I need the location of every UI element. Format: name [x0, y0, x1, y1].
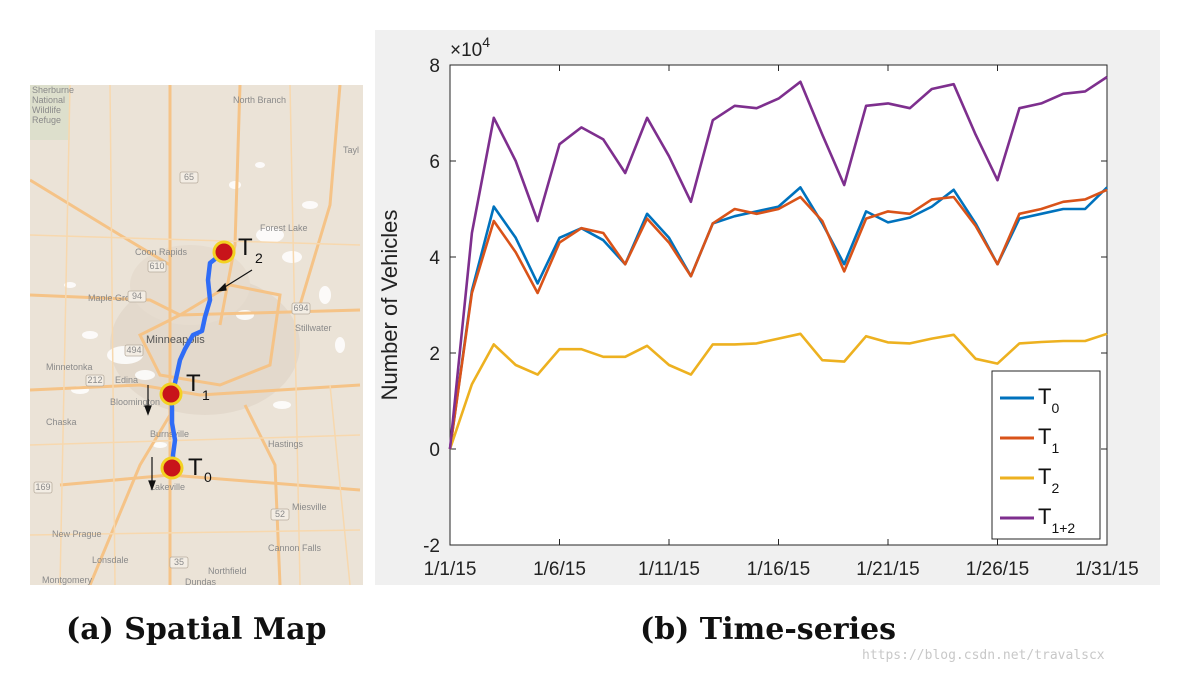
- svg-text:212: 212: [87, 375, 102, 385]
- map-label-national: National: [32, 95, 65, 105]
- x-axis-ticks: 1/1/15 1/6/15 1/11/15 1/16/15 1/21/15 1/26/15…: [424, 65, 1139, 580]
- map-label-refuge: Refuge: [32, 115, 61, 125]
- series-line-t2: [448, 332, 1108, 450]
- minor-roads: [30, 85, 361, 585]
- svg-text:94: 94: [132, 291, 142, 301]
- caption-spatial-map: (a) Spatial Map: [66, 612, 327, 647]
- marker-t0-sub: 0: [204, 469, 212, 485]
- refuge-area: [30, 85, 70, 140]
- map-label-northfield: Northfield: [208, 566, 247, 576]
- marker-t0-main: T: [188, 454, 203, 481]
- road-shield-52: 52: [270, 508, 290, 521]
- route-path: [168, 251, 225, 470]
- map-label-lakeville: Lakeville: [150, 482, 185, 492]
- road-shield-610: 610: [147, 260, 167, 273]
- x-tick-label: 1/11/15: [638, 559, 700, 580]
- road-shield-65: 65: [179, 171, 199, 184]
- map-label-edina: Edina: [115, 375, 138, 385]
- road-shield-94: 94: [127, 290, 147, 303]
- spatial-map: Sherburne National Wildlife Refuge North Bra…: [30, 85, 363, 585]
- map-label-montgomery: Montgomery: [42, 575, 93, 585]
- watermark-url: https://blog.csdn.net/travalscx: [862, 648, 1105, 663]
- legend-entry-t2: T2: [1000, 464, 1059, 496]
- road-shield-169: 169: [33, 481, 53, 494]
- y-tick-label: 2: [429, 344, 440, 365]
- y-tick-label: 8: [429, 56, 440, 77]
- x-tick-label: 1/16/15: [747, 559, 810, 580]
- legend-entry-t1plus2: T1+2: [1000, 504, 1075, 536]
- marker-t1-main: T: [186, 370, 201, 397]
- y-multiplier-exp: 4: [482, 34, 490, 50]
- map-label-miesville: Miesville: [292, 502, 327, 512]
- map-label-chaska: Chaska: [46, 417, 77, 427]
- y-tick-label: 0: [429, 440, 440, 461]
- map-label-tayl: Tayl: [343, 145, 359, 155]
- svg-text:694: 694: [293, 303, 308, 313]
- map-label-north-branch: North Branch: [233, 95, 286, 105]
- marker-t1-sub: 1: [202, 387, 210, 403]
- map-road-shields: 65 610 94 694 494 212 52 35 169: [33, 171, 311, 569]
- caption-time-series: (b) Time-series: [640, 612, 896, 647]
- legend-entry-t1: T1: [1000, 424, 1059, 456]
- chart-canvas: -2 0 2 4 6 8 1/1/15 1/6/15 1/11/15 1/16/15 1/21/1…: [375, 30, 1160, 585]
- legend-label: T0: [1038, 384, 1059, 416]
- svg-text:610: 610: [149, 261, 164, 271]
- y-tick-label: 6: [429, 152, 440, 173]
- x-tick-label: 1/21/15: [856, 559, 919, 580]
- series-line-t1: [448, 188, 1108, 450]
- road-shield-212: 212: [85, 374, 105, 387]
- y-axis-label: Number of Vehicles: [377, 210, 402, 401]
- map-label-lonsdale: Lonsdale: [92, 555, 129, 565]
- svg-text:494: 494: [126, 345, 141, 355]
- map-label-bloomington: Bloomington: [110, 397, 160, 407]
- marker-t2-sub: 2: [255, 250, 263, 266]
- road-shield-35: 35: [169, 556, 189, 569]
- road-shield-694: 694: [291, 302, 311, 315]
- x-tick-label: 1/26/15: [966, 559, 1029, 580]
- road-shield-494: 494: [124, 344, 144, 357]
- flow-arrows: [144, 269, 253, 491]
- x-tick-label: 1/1/15: [424, 559, 477, 580]
- svg-text:65: 65: [184, 172, 194, 182]
- time-series-chart: -2 0 2 4 6 8 1/1/15 1/6/15 1/11/15 1/16/15 1/21/1…: [375, 30, 1160, 585]
- map-label-forest-lake: Forest Lake: [260, 223, 308, 233]
- legend-label: T2: [1038, 464, 1059, 496]
- svg-text:52: 52: [275, 509, 285, 519]
- marker-t1: T 1: [159, 370, 210, 406]
- svg-text:169: 169: [35, 482, 50, 492]
- x-tick-label: 1/6/15: [533, 559, 586, 580]
- y-tick-label: -2: [423, 536, 440, 557]
- map-label-minnetonka: Minnetonka: [46, 362, 93, 372]
- map-label-burnsville: Burnsville: [150, 429, 189, 439]
- legend-label: T1: [1038, 424, 1059, 456]
- y-axis-ticks: -2 0 2 4 6 8: [423, 56, 1107, 557]
- map-label-coon-rapids: Coon Rapids: [135, 247, 188, 257]
- map-label-new-prague: New Prague: [52, 529, 102, 539]
- map-label-wildlife: Wildlife: [32, 105, 61, 115]
- marker-t2-main: T: [238, 234, 253, 261]
- y-multiplier: ×104: [450, 34, 490, 61]
- series-line-t1plus2: [448, 75, 1108, 450]
- map-label-maple-grove: Maple Grove: [88, 293, 140, 303]
- marker-t0: T 0: [160, 454, 212, 485]
- y-tick-label: 4: [429, 248, 440, 269]
- map-label-stillwater: Stillwater: [295, 323, 332, 333]
- legend-label: T1+2: [1038, 504, 1075, 536]
- map-label-dundas: Dundas: [185, 577, 217, 585]
- series-lines: [448, 75, 1108, 450]
- y-multiplier-base: ×10: [450, 40, 482, 61]
- map-label-hastings: Hastings: [268, 439, 304, 449]
- svg-text:35: 35: [174, 557, 184, 567]
- map-label-sherburne: Sherburne: [32, 85, 74, 95]
- map-label-cannon-falls: Cannon Falls: [268, 543, 322, 553]
- legend: T0 T1 T2 T1+2: [991, 370, 1101, 540]
- marker-t2: T 2: [212, 234, 263, 266]
- legend-entry-t0: T0: [1000, 384, 1059, 416]
- x-tick-label: 1/31/15: [1075, 559, 1138, 580]
